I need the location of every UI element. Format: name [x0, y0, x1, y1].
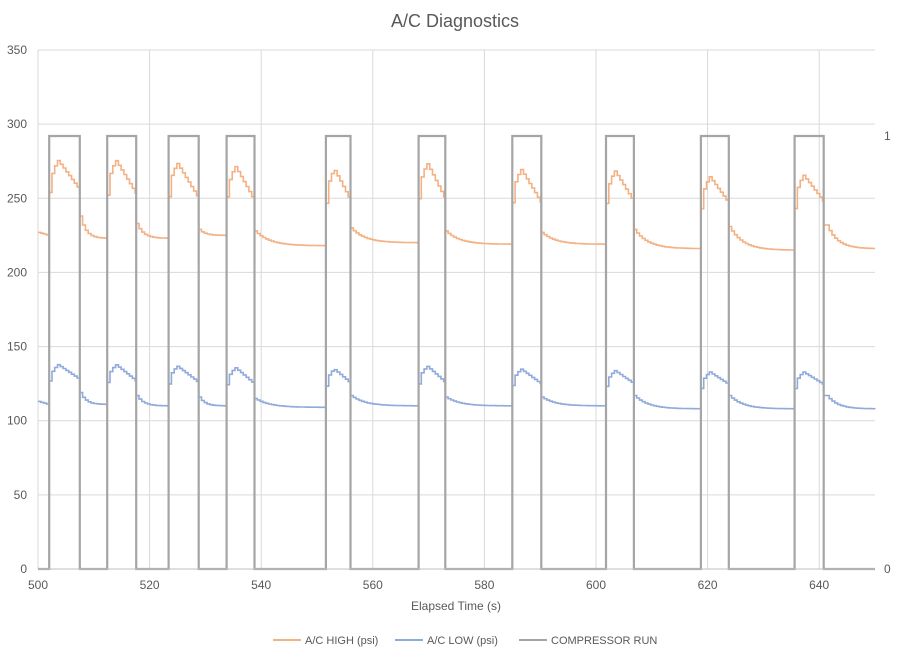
x-tick-label: 620	[698, 578, 718, 592]
y-tick-label: 100	[7, 414, 27, 428]
legend-label: A/C HIGH (psi)	[305, 635, 378, 647]
y-tick-label: 350	[7, 43, 27, 57]
legend-label: COMPRESSOR RUN	[551, 635, 657, 647]
x-tick-label: 580	[474, 578, 494, 592]
legend-item: A/C LOW (psi)	[395, 635, 498, 647]
x-tick-label: 560	[363, 578, 383, 592]
y-tick-label: 250	[7, 191, 27, 205]
y2-axis-tick-labels: 01	[884, 129, 891, 576]
y-tick-label: 150	[7, 340, 27, 354]
x-tick-label: 520	[140, 578, 160, 592]
series-line-1	[38, 363, 876, 410]
y-tick-label: 200	[7, 265, 27, 279]
x-axis-title: Elapsed Time (s)	[411, 599, 501, 613]
x-tick-label: 500	[28, 578, 48, 592]
legend-item: A/C HIGH (psi)	[273, 635, 378, 647]
y-tick-label: 0	[20, 562, 27, 576]
x-axis-tick-labels: 500 520 540 560 580 600 620 640	[28, 578, 830, 592]
chart-title: A/C Diagnostics	[391, 11, 519, 31]
gridlines	[37, 49, 875, 569]
x-tick-label: 600	[586, 578, 606, 592]
y2-tick-label: 0	[884, 562, 891, 576]
legend: A/C HIGH (psi) A/C LOW (psi) COMPRESSOR RU…	[273, 635, 657, 647]
x-tick-label: 540	[251, 578, 271, 592]
series-line-0	[38, 159, 875, 251]
legend-item: COMPRESSOR RUN	[519, 635, 657, 647]
legend-label: A/C LOW (psi)	[427, 635, 498, 647]
x-tick-label: 640	[809, 578, 829, 592]
y-tick-label: 50	[14, 488, 28, 502]
y2-tick-label: 1	[884, 129, 891, 143]
y-axis-tick-labels: 0 50 100 150 200 250 300 350	[7, 43, 27, 576]
y-tick-label: 300	[7, 117, 27, 131]
